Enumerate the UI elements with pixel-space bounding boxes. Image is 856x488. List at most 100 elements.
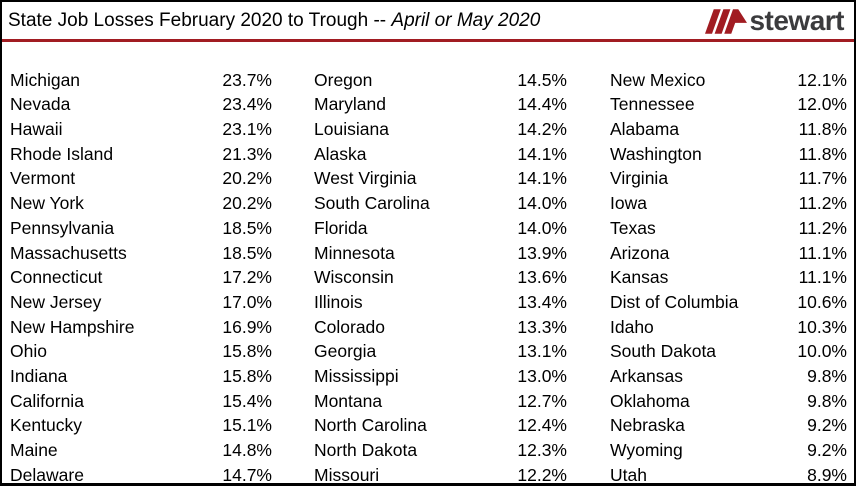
state-name: Hawaii [10, 119, 63, 139]
state-name: New Hampshire [10, 316, 135, 337]
state-name: Oklahoma [610, 390, 690, 411]
state-row: Connecticut 17.2% [10, 266, 272, 291]
state-name: North Carolina [314, 415, 427, 436]
state-row: Wyoming 9.2% [610, 439, 847, 464]
state-name: Arizona [610, 242, 670, 263]
state-loss-value: 14.0% [517, 193, 567, 214]
state-name: Massachusetts [10, 242, 127, 263]
state-row: Iowa 11.2% [610, 192, 847, 217]
state-name: Kentucky [10, 415, 82, 436]
state-loss-value: 9.2% [807, 415, 847, 436]
state-row: Massachusetts 18.5% [10, 241, 272, 266]
state-loss-value: 13.9% [517, 242, 567, 263]
state-name: Washington [610, 143, 702, 164]
state-name: Rhode Island [10, 143, 114, 164]
state-row: Nevada 23.4% [10, 93, 272, 118]
state-row: Missouri 12.2% [314, 463, 567, 488]
state-loss-value: 12.4% [517, 415, 567, 436]
state-loss-value: 14.4% [517, 94, 567, 115]
title-main: State Job Losses February 2020 to Trough… [8, 10, 392, 31]
state-row: California 15.4% [10, 389, 272, 414]
state-row: New York 20.2% [10, 192, 272, 217]
state-loss-value: 11.7% [798, 168, 847, 189]
state-loss-value: 17.0% [222, 291, 272, 312]
states-column-1: Michigan 23.7% Nevada 23.4% Hawaii 23.1% Rhode… [10, 68, 272, 488]
state-name: Colorado [314, 316, 386, 337]
state-loss-value: 12.7% [517, 390, 567, 411]
state-row: New Mexico 12.1% [610, 68, 847, 93]
state-loss-value: 11.2% [798, 217, 847, 238]
state-row: Nebraska 9.2% [610, 414, 847, 439]
header: State Job Losses February 2020 to Trough… [2, 2, 854, 39]
state-row: Virginia 11.7% [610, 167, 847, 192]
state-row: Texas 11.2% [610, 216, 847, 241]
state-name: Kansas [610, 267, 669, 288]
state-name: West Virginia [314, 168, 417, 189]
state-loss-value: 10.6% [797, 291, 847, 312]
state-row: Arkansas 9.8% [610, 364, 847, 389]
state-row: Oregon 14.5% [314, 68, 567, 93]
state-name: Wisconsin [314, 267, 394, 288]
state-row: Minnesota 13.9% [314, 241, 567, 266]
state-row: Wisconsin 13.6% [314, 266, 567, 291]
state-loss-value: 11.8% [798, 119, 847, 139]
state-loss-value: 12.2% [517, 464, 567, 485]
state-loss-value: 23.4% [222, 94, 272, 115]
state-name: Nevada [10, 94, 71, 115]
state-name: Montana [314, 390, 383, 411]
state-name: Iowa [610, 193, 647, 214]
state-loss-value: 11.1% [798, 267, 847, 288]
state-name: New York [10, 193, 84, 214]
state-name: Idaho [610, 316, 654, 337]
state-loss-value: 16.9% [222, 316, 272, 337]
state-name: Tennessee [610, 94, 695, 115]
state-name: Pennsylvania [10, 217, 115, 238]
state-loss-value: 13.1% [517, 341, 567, 362]
state-loss-value: 20.2% [222, 168, 272, 189]
title-emphasis: April or May 2020 [391, 10, 541, 31]
state-name: Nebraska [610, 415, 685, 436]
state-loss-value: 15.8% [222, 366, 272, 387]
state-name: Maine [10, 440, 58, 461]
state-loss-value: 21.3% [222, 143, 272, 164]
page-title: State Job Losses February 2020 to Trough… [8, 8, 854, 33]
state-row: Michigan 23.7% [10, 68, 272, 93]
state-loss-value: 8.9% [807, 464, 847, 485]
state-name: Vermont [10, 168, 76, 189]
state-loss-value: 14.5% [517, 69, 567, 90]
state-name: Oregon [314, 69, 373, 90]
state-loss-value: 9.2% [807, 440, 847, 461]
state-row: Kansas 11.1% [610, 266, 847, 291]
stewart-slashes-icon [705, 8, 748, 34]
state-loss-value: 15.1% [222, 415, 272, 436]
state-row: Florida 14.0% [314, 216, 567, 241]
state-name: Alaska [314, 143, 367, 164]
state-loss-value: 13.4% [517, 291, 567, 312]
state-row: Kentucky 15.1% [10, 414, 272, 439]
state-row: Louisiana 14.2% [314, 117, 567, 142]
state-row: Illinois 13.4% [314, 290, 567, 315]
stewart-logo-text: stewart [749, 5, 844, 36]
state-row: Arizona 11.1% [610, 241, 847, 266]
state-loss-value: 14.8% [222, 440, 272, 461]
state-name: Georgia [314, 341, 377, 362]
state-name: Delaware [10, 464, 84, 485]
state-loss-value: 14.0% [517, 217, 567, 238]
states-column-2: Oregon 14.5% Maryland 14.4% Louisiana 14.2% Al… [314, 68, 567, 488]
state-name: Maryland [314, 94, 386, 115]
state-name: Illinois [314, 291, 363, 312]
state-loss-value: 9.8% [807, 366, 847, 387]
state-loss-value: 17.2% [222, 267, 272, 288]
state-loss-value: 12.0% [797, 94, 847, 115]
state-row: Mississippi 13.0% [314, 364, 567, 389]
state-row: New Hampshire 16.9% [10, 315, 272, 340]
state-row: Delaware 14.7% [10, 463, 272, 488]
state-loss-value: 20.2% [222, 193, 272, 214]
state-row: South Dakota 10.0% [610, 340, 847, 365]
state-row: Maryland 14.4% [314, 93, 567, 118]
state-name: South Carolina [314, 193, 430, 214]
state-loss-value: 12.3% [517, 440, 567, 461]
state-loss-value: 14.1% [517, 143, 567, 164]
state-loss-value: 11.8% [798, 143, 847, 164]
state-row: North Carolina 12.4% [314, 414, 567, 439]
